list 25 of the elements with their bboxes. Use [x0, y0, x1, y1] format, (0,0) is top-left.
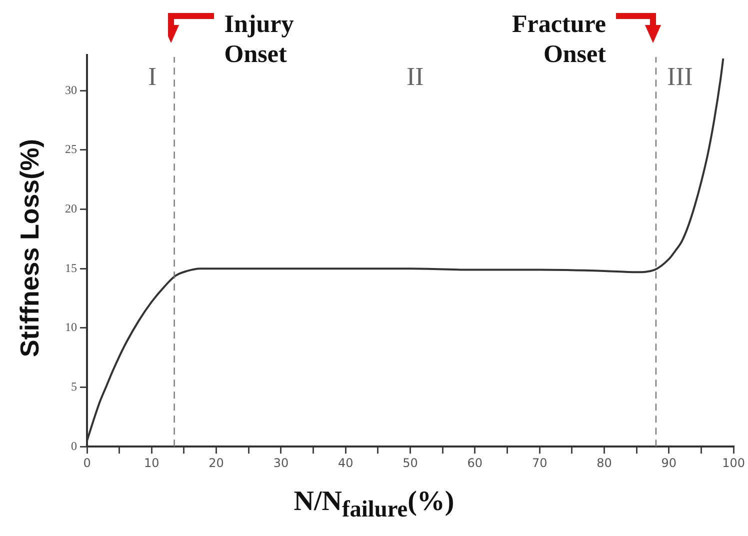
y-tick-label: 15 — [65, 260, 77, 275]
x-tick-label: 50 — [402, 456, 418, 470]
annotation: III — [666, 62, 693, 91]
x-tick-label: 60 — [467, 456, 483, 470]
ref-line-label: Fracture Onset — [512, 11, 607, 68]
y-tick-label: 0 — [71, 438, 77, 453]
x-tick-label: 70 — [532, 456, 548, 470]
x-axis-title: N/N$_{failure}$(%) — [292, 486, 456, 524]
y-tick-label: 10 — [65, 320, 77, 334]
x-tick-label: 100 — [722, 456, 745, 470]
annotation: I — [148, 62, 157, 91]
x-tick-label: 10 — [144, 456, 160, 470]
y-axis-title: Stiffness Loss(%) — [14, 138, 46, 358]
ref-line-label: Injury Onset — [224, 11, 294, 68]
x-tick-label: 90 — [661, 456, 677, 470]
x-tick-label: 30 — [273, 456, 289, 470]
x-tick-label: 20 — [208, 456, 224, 470]
x-tick-label: 0 — [83, 456, 91, 470]
y-tick-label: 5 — [71, 379, 77, 394]
x-tick-label: 40 — [338, 456, 354, 470]
y-tick-label: 20 — [65, 201, 77, 216]
y-tick-label: 30 — [65, 82, 77, 97]
x-tick-label: 80 — [596, 456, 612, 470]
y-tick-label: 25 — [65, 142, 77, 156]
annotation: II — [406, 62, 424, 91]
